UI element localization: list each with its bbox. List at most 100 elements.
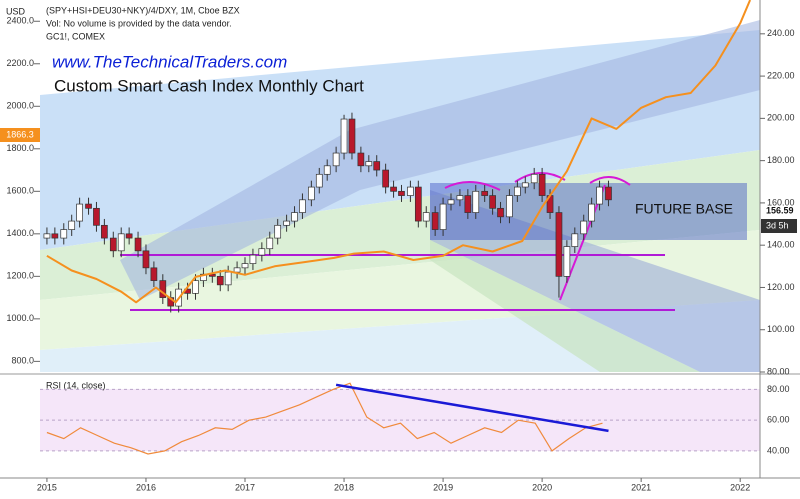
candle-body xyxy=(291,212,298,222)
website: www.TheTechnicalTraders.com xyxy=(52,52,287,71)
candle-body xyxy=(60,229,68,239)
vol-note: Vol: No volume is provided by the data v… xyxy=(46,18,232,28)
x-tick-label: 2021 xyxy=(631,482,651,492)
candle-body xyxy=(192,280,199,294)
x-tick-label: 2019 xyxy=(433,482,453,492)
y-tick-label: 1600.0 xyxy=(6,186,34,196)
line-series xyxy=(46,0,752,304)
candle-body xyxy=(43,233,51,239)
candle-body xyxy=(93,207,100,226)
y-tick-label: 1400.0 xyxy=(6,228,34,238)
candle-body xyxy=(85,203,92,209)
y2-tick-label: 220.00 xyxy=(767,70,795,80)
chart-title: Custom Smart Cash Index Monthly Chart xyxy=(54,76,364,95)
candle-body xyxy=(224,271,232,286)
rsi-title: RSI (14, close) xyxy=(46,380,106,390)
candle-body xyxy=(134,237,142,252)
candle-body xyxy=(596,186,603,205)
candle-body xyxy=(447,199,455,205)
candle-body xyxy=(159,280,167,298)
rsi-tick-label: 40.00 xyxy=(767,445,790,455)
y2-tick-label: 80.00 xyxy=(767,366,790,376)
y2-tick-label: 180.00 xyxy=(767,155,795,165)
x-tick-label: 2016 xyxy=(136,482,156,492)
candle-body xyxy=(580,220,588,235)
y-tick-label: 1200.0 xyxy=(6,271,34,281)
candle-body xyxy=(315,173,323,188)
y2-tick-label: 120.00 xyxy=(767,282,795,292)
candle-body xyxy=(249,254,257,264)
candle-body xyxy=(398,190,405,196)
right-price-label: 156.59 xyxy=(766,205,794,215)
head-shoulders xyxy=(444,172,631,191)
candle-body xyxy=(521,182,529,188)
candle-body xyxy=(365,161,373,167)
countdown-box xyxy=(761,219,797,233)
rsi-tick-label: 60.00 xyxy=(767,415,790,425)
x-tick-label: 2017 xyxy=(235,482,255,492)
candle-body xyxy=(266,237,274,250)
candle-body xyxy=(216,275,224,286)
candle-body xyxy=(407,186,414,196)
y2-tick-label: 240.00 xyxy=(767,28,795,38)
candle-body xyxy=(101,224,108,239)
y2-tick-label: 160.00 xyxy=(767,197,795,207)
candle-body xyxy=(530,173,538,184)
candle-body xyxy=(283,220,290,226)
candle-body xyxy=(414,186,422,222)
candle-body xyxy=(357,152,365,167)
y-tick-label: 800.0 xyxy=(11,356,34,366)
candle-body xyxy=(506,195,513,218)
candle-body xyxy=(274,224,282,239)
rsi-line xyxy=(46,382,603,455)
candle-body xyxy=(109,237,117,252)
candle-body xyxy=(538,173,546,196)
candle-body xyxy=(390,186,397,192)
candle-body xyxy=(150,267,158,281)
y2-tick-label: 100.00 xyxy=(767,324,795,334)
candle-body xyxy=(142,250,150,269)
candle-body xyxy=(51,233,59,239)
candle-body xyxy=(233,267,241,273)
candle-body xyxy=(555,212,563,277)
y-tick-label: 2400.0 xyxy=(6,16,34,26)
right-price-box xyxy=(761,204,797,218)
candle-body xyxy=(382,169,389,188)
annotation: FUTURE BASE xyxy=(635,201,733,217)
candle-body xyxy=(68,220,76,230)
x-tick-label: 2020 xyxy=(532,482,552,492)
currency: USD xyxy=(6,6,26,16)
candle-body xyxy=(258,248,266,256)
candle-body xyxy=(571,233,579,247)
x-tick-label: 2015 xyxy=(37,482,57,492)
candle-body xyxy=(439,203,447,230)
candle-body xyxy=(373,161,381,171)
candle-body xyxy=(340,118,348,154)
y2-tick-label: 140.00 xyxy=(767,240,795,250)
candle-body xyxy=(332,152,340,167)
candle-body xyxy=(588,203,595,222)
y2-tick-label: 200.00 xyxy=(767,113,795,123)
y-tick-label: 1800.0 xyxy=(6,143,34,153)
candle-body xyxy=(605,186,612,201)
rsi-trendline xyxy=(335,383,609,433)
candle-body xyxy=(563,246,571,277)
y-tick-label: 2200.0 xyxy=(6,58,34,68)
last-price-label: 1866.3 xyxy=(6,129,34,139)
candle-body xyxy=(456,195,464,201)
candle-body xyxy=(125,233,133,239)
candle-body xyxy=(514,186,521,196)
candle-body xyxy=(472,190,480,213)
candle-body xyxy=(299,199,306,213)
candle-body xyxy=(323,165,331,175)
candle-body xyxy=(117,233,125,252)
source-note: GC1!, COMEX xyxy=(46,31,105,41)
x-tick-label: 2018 xyxy=(334,482,354,492)
candle-body xyxy=(76,203,83,222)
x-tick-label: 2022 xyxy=(730,482,750,492)
candle-body xyxy=(308,186,315,201)
candle-body xyxy=(481,190,489,196)
candle-body xyxy=(422,212,430,222)
header: (SPY+HSI+DEU30+NKY)/4/DXY, 1M, Cboe BZX xyxy=(46,5,240,15)
